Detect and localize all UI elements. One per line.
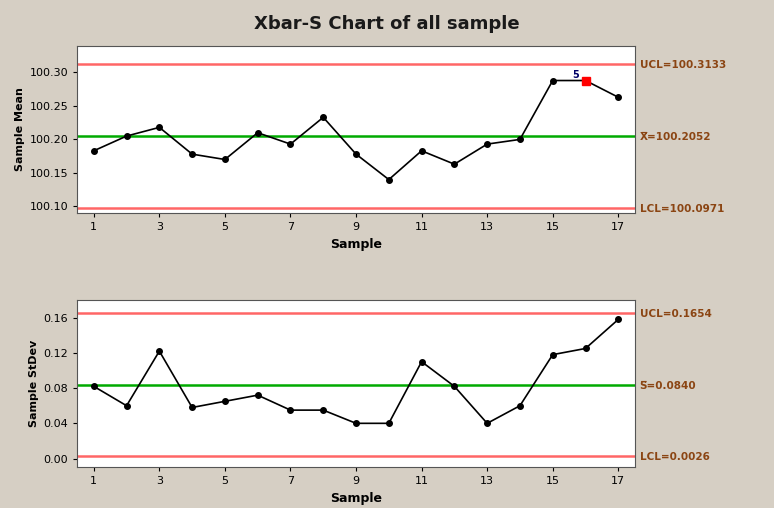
X-axis label: Sample: Sample: [330, 492, 382, 505]
Y-axis label: Sample Mean: Sample Mean: [15, 87, 26, 171]
Text: Xbar-S Chart of all sample: Xbar-S Chart of all sample: [254, 15, 520, 33]
X-axis label: Sample: Sample: [330, 238, 382, 250]
Y-axis label: Sample StDev: Sample StDev: [29, 340, 39, 427]
Text: 5: 5: [573, 70, 579, 80]
